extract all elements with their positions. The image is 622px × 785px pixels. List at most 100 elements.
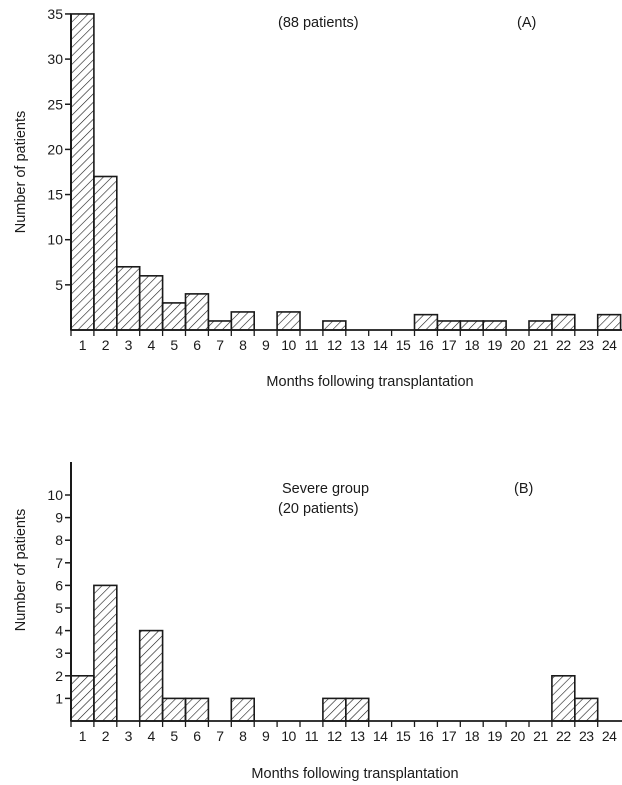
panel-a-x-tick-label: 20 [510,337,525,353]
panel-a-bar-month-16 [413,313,439,331]
panel-b-y-tick-label: 1 [55,690,63,706]
panel-a-y-tick-label: 25 [47,96,63,112]
panel-a-x-tick-label: 1 [79,337,87,353]
panel-b-x-tick-label: 7 [216,728,224,744]
panel-a-x-tick-label: 8 [239,337,247,353]
panel-a-x-tick-label: 21 [533,337,548,353]
panel-b-y-tick-label: 7 [55,555,63,571]
panel-b-annotation-line2: (20 patients) [278,501,359,517]
panel-b-x-tick-label: 22 [556,728,571,744]
panel-b-x-tick-label: 13 [350,728,365,744]
panel-b-bar-month-1 [70,674,95,722]
panel-a-bar-month-10 [276,311,301,331]
panel-a-bar-month-22 [551,313,576,331]
panel-a-y-tick-label: 35 [47,6,63,22]
panel-b-x-tick-label: 16 [419,728,434,744]
panel-a-label: (A) [517,15,536,31]
panel-a-y-tick-label: 15 [47,187,63,203]
panel-b-x-axis-title: Months following transplantation [251,766,458,782]
panel-a-x-ticks: 1 2 3 4 5 6 7 8 9 10 11 12 13 14 15 16 17 18 19 20 21 22 23 24 [70,330,618,353]
panel-b-x-tick-label: 6 [193,728,201,744]
panel-a-bar-month-18 [459,320,484,331]
panel-a-x-tick-label: 3 [125,337,133,353]
panel-b-bars [70,584,599,722]
panel-b-label: (B) [514,481,533,497]
panel-a-x-tick-label: 22 [556,337,571,353]
panel-a-bar-month-2 [93,175,118,331]
panel-b-x-tick-label: 1 [79,728,87,744]
panel-b-bar-month-2 [93,584,118,722]
panel-a-bar-month-8 [230,311,256,331]
panel-b-y-ticks: 1 2 3 4 5 6 7 8 9 10 [47,487,71,706]
panel-a-bar-month-6 [184,293,210,331]
panel-b-x-tick-label: 15 [396,728,411,744]
panel-a-bar-month-5 [161,302,187,331]
panel-b-y-axis-title: Number of patients [13,509,29,632]
panel-b-y-tick-label: 6 [55,577,63,593]
panel-a-x-tick-label: 17 [442,337,457,353]
panel-b-x-tick-label: 2 [102,728,110,744]
panel-b-x-tick-label: 21 [533,728,548,744]
panel-a-y-tick-label: 10 [47,232,63,248]
panel-b-y-tick-label: 9 [55,510,63,526]
panel-b-x-tick-label: 14 [373,728,388,744]
panel-b-x-tick-label: 3 [125,728,133,744]
panel-a-x-tick-label: 18 [464,337,479,353]
panel-b-bar-month-6 [184,697,210,722]
panel-a-bar-month-3 [116,265,141,331]
panel-b-bar-month-13 [344,697,370,722]
panel-b-y-tick-label: 3 [55,645,63,661]
panel-b-annotation-line1: Severe group [282,481,369,497]
panel-b-x-tick-label: 11 [305,728,319,744]
panel-b-x-tick-label: 9 [262,728,270,744]
panel-b-x-tick-label: 8 [239,728,247,744]
panel-a-x-tick-label: 14 [373,337,388,353]
panel-a-y-ticks: 5 10 15 20 25 30 35 [47,6,71,293]
panel-b-x-tick-label: 23 [579,728,594,744]
panel-b-x-tick-label: 5 [170,728,178,744]
panel-a-bar-month-7 [207,320,233,331]
panel-a-bar-month-17 [436,320,462,331]
panel-a-x-axis-title: Months following transplantation [266,374,473,390]
panel-b-x-tick-label: 24 [602,728,617,744]
panel-b-x-tick-label: 12 [327,728,342,744]
panel-a-x-tick-label: 5 [170,337,178,353]
panel-a-x-tick-label: 9 [262,337,270,353]
panel-a-x-tick-label: 13 [350,337,365,353]
panel-b-x-tick-label: 19 [487,728,502,744]
panel-b-bar-month-22 [551,674,576,722]
panel-b-x-ticks: 1 2 3 4 5 6 7 8 9 10 11 12 13 14 15 16 17 18 19 20 21 22 23 24 [70,721,618,744]
panel-a-x-tick-label: 24 [602,337,617,353]
panel-b-y-tick-label: 8 [55,532,63,548]
panel-a-bars [70,13,622,331]
panel-a-x-tick-label: 7 [216,337,224,353]
panel-b-y-tick-label: 4 [55,623,63,639]
panel-a-annotation: (88 patients) [278,15,359,31]
panel-a-bar-month-19 [482,320,507,331]
panel-b-bar-month-12 [322,697,347,722]
panel-a-bar-month-1 [70,13,95,331]
panel-a-bar-month-12 [322,320,347,331]
panel-b-y-tick-label: 10 [47,487,63,503]
panel-a-y-tick-label: 30 [47,51,63,67]
panel-a-x-tick-label: 10 [281,337,296,353]
panel-b-x-tick-label: 4 [148,728,156,744]
panel-a-x-tick-label: 23 [579,337,594,353]
panel-a-x-tick-label: 16 [419,337,434,353]
panel-a-x-tick-label: 15 [396,337,411,353]
panel-a-bar-month-24 [596,313,622,331]
panel-a-y-tick-label: 5 [55,277,63,293]
panel-a-bar-month-4 [138,275,164,331]
panel-a-x-tick-label: 4 [148,337,156,353]
panel-a-bar-month-21 [528,320,553,331]
panel-a-x-tick-label: 19 [487,337,502,353]
panel-b-x-tick-label: 17 [442,728,457,744]
panel-b-y-tick-label: 5 [55,600,63,616]
panel-a-y-tick-label: 20 [47,141,63,157]
panel-a-y-axis-title: Number of patients [13,111,29,234]
panel-b-bar-month-8 [230,697,256,722]
panel-a-x-tick-label: 6 [193,337,201,353]
